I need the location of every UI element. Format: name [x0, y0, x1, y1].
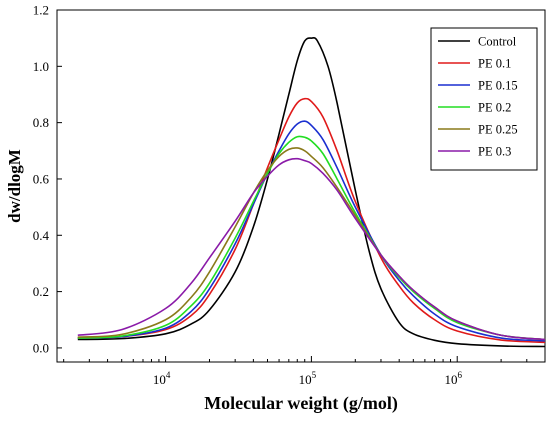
legend: Control PE 0.1 PE 0.15 PE 0.2 PE 0.25 PE 0.3	[430, 27, 538, 171]
y-tick-label: 0.2	[33, 284, 49, 299]
x-tick-base: 10	[299, 372, 312, 387]
series-line-control	[77, 37, 546, 348]
series-layer	[77, 37, 546, 348]
legend-label-pe-0-2: PE 0.2	[478, 101, 511, 115]
x-tick-exponent: 5	[312, 370, 317, 380]
legend-label-pe-0-1: PE 0.1	[478, 57, 511, 71]
y-tick-label: 0.6	[33, 171, 50, 186]
y-tick-label: 0.8	[33, 115, 49, 130]
x-tick-label: 106	[444, 370, 462, 387]
series-line-pe-0-1	[77, 97, 546, 344]
y-tick-label: 1.2	[33, 3, 49, 18]
x-tick-label: 105	[299, 370, 317, 387]
legend-box	[430, 27, 538, 171]
legend-label-pe-0-3: PE 0.3	[478, 145, 511, 159]
y-tick-label: 0.4	[33, 228, 50, 243]
legend-label-pe-0-25: PE 0.25	[478, 123, 518, 137]
x-tick-label: 104	[153, 370, 171, 387]
x-tick-base: 10	[153, 372, 166, 387]
series-line-pe-0-25	[77, 147, 546, 341]
series-line-pe-0-3	[77, 157, 546, 341]
x-tick-base: 10	[444, 372, 457, 387]
x-tick-exponent: 4	[166, 370, 171, 380]
legend-label-pe-0-15: PE 0.15	[478, 79, 518, 93]
x-axis-title: Molecular weight (g/mol)	[204, 393, 398, 414]
y-axis: 0.0 0.2 0.4 0.6 0.8 1.0 1.2	[33, 3, 62, 355]
y-axis-title: dw/dlogM	[5, 149, 24, 223]
y-tick-label: 1.0	[33, 59, 49, 74]
x-tick-exponent: 6	[457, 370, 462, 380]
x-axis: 104 105 106	[63, 356, 546, 387]
series-line-pe-0-2	[77, 135, 546, 341]
legend-label-control: Control	[478, 35, 517, 49]
series-line-pe-0-15	[77, 120, 546, 342]
plot-frame	[56, 9, 546, 363]
y-tick-label: 0.0	[33, 340, 49, 355]
